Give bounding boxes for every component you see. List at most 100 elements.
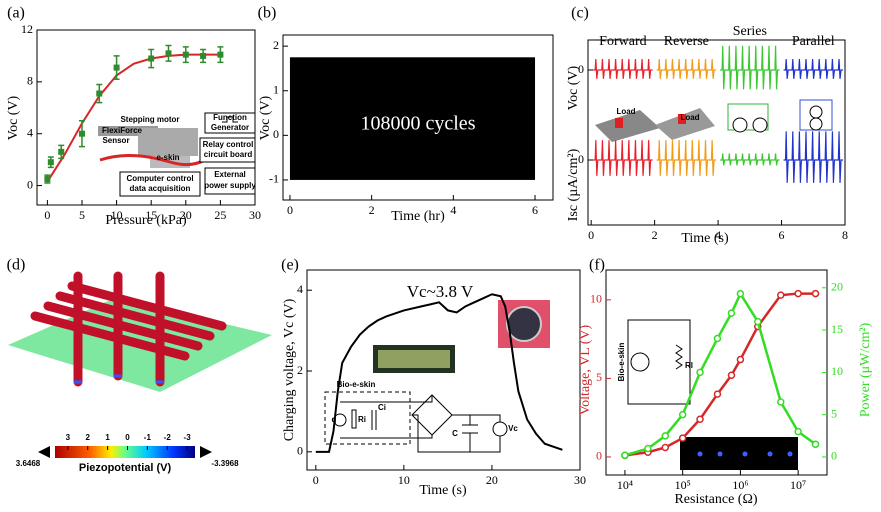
data-point [165,50,172,57]
colorbar-min: -3.3968 [211,459,239,468]
x-tick-label: 4 [715,228,721,242]
axis-label: Voc (V) [258,95,273,140]
circuit-label: Bio-e-skin [337,380,376,389]
x-tick-label: 30 [574,473,586,487]
x-tick-label: 0 [588,228,594,242]
circuit-label: C [452,429,458,438]
y-tick-label: -1 [269,172,279,186]
y-tick-label: 20 [831,280,843,294]
inset-label: Computer control [126,174,193,183]
y-tick-label: 8 [27,74,33,88]
y-tick-label: 0 [578,152,584,166]
pulse-train [656,140,717,176]
series-line [624,292,816,457]
inset-label: circuit board [204,150,253,159]
axis-label: Time (hr) [391,209,445,224]
data-point [78,130,85,137]
data-point [777,291,785,299]
connection-inset [595,99,833,142]
y-tick-label: 1 [273,82,279,96]
inset-label: power supply [204,181,256,190]
y-tick-label: 0 [297,444,303,458]
x-tick-label: 6 [779,228,785,242]
charging-curve [315,293,563,453]
inset-label: Bio-e-skin [617,343,626,382]
data-point [182,51,189,58]
pulse-train [783,131,843,183]
data-point [661,443,670,452]
data-point [727,309,736,317]
data-point [713,334,722,343]
pulse-train [593,58,653,79]
colorbar-tick-label: 1 [105,433,110,442]
inset-label: Load [680,113,699,122]
group-label: Series [733,24,767,39]
x-tick-label: 5 [79,208,85,222]
colorbar-tick-label: 2 [86,433,91,442]
pulse-train [656,58,717,79]
data-point [794,289,802,298]
y-tick-label: 0 [27,177,33,191]
x-tick-label: 10⁵ [675,478,691,492]
series-line [624,291,817,457]
x-tick-label: 10 [111,208,123,222]
colorbar-tick-label: 3 [66,433,71,442]
data-point [696,368,704,377]
y-tick-label: 5 [596,370,602,384]
y-tick-label: 4 [27,125,33,139]
x-tick-label: 30 [249,208,261,222]
pulse-train [720,45,780,90]
axis-label: Pressure (kPa) [105,213,187,228]
circuit-label: q [332,415,337,424]
y-tick-label: 0 [831,449,837,463]
circuit-label: Ri [358,415,366,424]
plot-frame [587,39,846,226]
x-tick-label: 25 [214,208,226,222]
x-tick-label: 15 [145,208,157,222]
panel-label: (e) [281,257,299,274]
data-point [148,55,155,62]
colorbar-label: Piezopotential (V) [79,462,172,474]
inset-label: data acquisition [130,184,191,193]
axis-label: Time (s) [681,231,729,246]
axis-label: Isc (µA/cm²) [566,148,581,221]
colorbar-tick-label: 0 [125,433,130,442]
group-label: Reverse [664,34,709,49]
inset-label: External [214,170,246,179]
signal-band [289,57,536,180]
data-point [661,432,670,440]
inset-label: FlexiForce [102,126,143,135]
colorbar-tick-label: -3 [184,433,192,442]
inset-label: Relay control [203,140,254,149]
pulse-train [783,58,843,79]
x-tick-label: 10⁶ [732,478,748,492]
data-point [736,289,745,298]
y-tick-label: 4 [297,282,303,296]
data-point [58,148,65,155]
x-tick-label: 10⁴ [617,478,633,492]
charging-insets [324,300,550,453]
y-tick-label: 15 [831,322,843,336]
data-point [644,444,652,453]
inset-label: Load [616,107,635,116]
x-tick-label: 8 [842,228,848,242]
data-point [113,64,120,71]
annotation: Vc~3.8 V [407,282,474,301]
panel-label: (b) [258,5,277,22]
colorbar-max: 3.6468 [16,459,41,468]
y-tick-label: 0 [596,449,602,463]
data-point [621,451,629,460]
plot-frame [282,34,554,201]
panel-label: (d) [7,257,26,274]
y-tick-label: 5 [831,406,837,420]
nanowire-render [8,271,272,458]
plot-frame [306,269,581,471]
data-point [217,51,224,58]
x-tick-label: 6 [532,203,538,217]
colorbar-tick-label: -2 [164,433,172,442]
panel-label: (f) [589,257,605,274]
x-tick-label: 4 [450,203,456,217]
data-point [713,390,722,398]
fit-curve [46,53,221,183]
